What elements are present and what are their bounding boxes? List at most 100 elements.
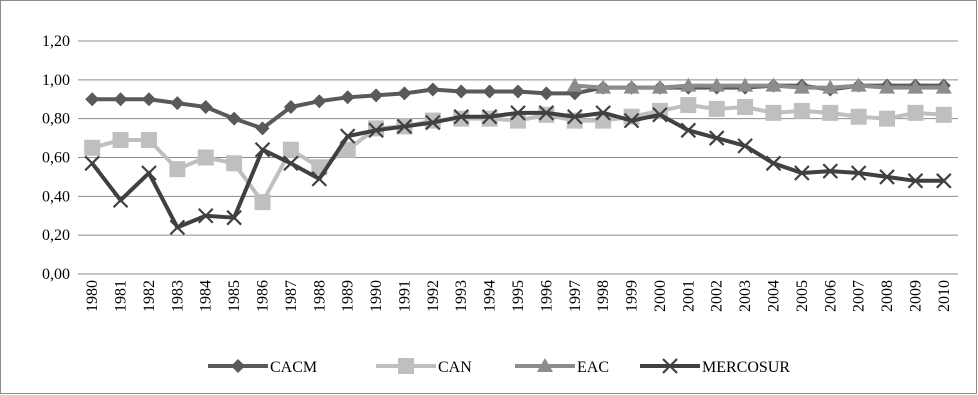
legend-marker [662,358,678,374]
x-tick-label: 1987 [283,280,300,312]
data-point [339,128,356,144]
data-point [255,121,270,136]
x-axis-ticks: 1980 1981 1982 1983 1984 1985 1986 1987 1988 1989… [84,280,953,312]
data-point [879,110,896,127]
data-point [453,108,470,125]
data-point [850,108,867,125]
x-tick-label: 1984 [198,280,215,312]
data-point [936,173,952,189]
data-point [312,94,327,109]
data-point [595,105,611,121]
data-point [822,163,839,179]
data-point [141,92,156,107]
data-point [340,90,355,105]
legend-marker [231,359,245,373]
y-tick-label: 1,20 [42,33,70,50]
legend-marker [398,358,414,374]
x-tick-label: 1982 [141,280,158,312]
legend-label: CACM [270,359,317,376]
data-point [680,97,697,114]
data-point [737,77,754,92]
legend-item-can: CAN [376,358,472,376]
y-tick-label: 0,20 [42,227,70,244]
data-point [84,155,100,172]
x-tick-label: 1989 [340,280,357,312]
data-point [169,161,186,178]
data-point [170,96,185,111]
series-mercosur [84,105,952,236]
data-point [283,100,298,115]
x-tick-label: 2009 [907,280,924,312]
data-point [595,79,612,94]
data-point [369,88,384,103]
data-point [226,209,242,226]
data-point [793,102,810,119]
data-point [425,114,441,131]
series-lines [84,77,952,236]
data-point [680,122,697,139]
x-tick-label: 1981 [113,280,130,312]
y-axis-ticks: 0,00 0,20 0,40 0,60 0,80 1,00 1,20 [42,33,70,283]
data-point [765,104,782,121]
x-tick-label: 1990 [368,280,385,312]
data-point [311,171,328,187]
data-point [538,105,555,121]
legend-item-eac: EAC [515,358,609,376]
x-tick-label: 1983 [169,280,186,312]
legend-label: MERCOSUR [702,359,790,376]
data-point [879,169,895,185]
data-point [737,138,753,154]
y-tick-label: 1,00 [42,72,70,89]
data-point [708,77,725,92]
data-point [454,84,469,99]
x-tick-label: 2010 [936,280,953,312]
data-point [511,84,525,99]
data-point [197,207,214,224]
data-point [198,100,213,115]
x-tick-label: 1996 [538,280,555,312]
data-point [85,92,100,107]
data-point [680,77,697,92]
data-point [169,219,186,236]
legend-marker [537,358,553,372]
data-point [254,194,271,211]
data-point [397,86,412,101]
x-tick-label: 1988 [311,280,328,312]
data-point [112,192,129,208]
legend-item-cacm: CACM [208,359,317,376]
data-point [84,139,101,156]
data-point [481,108,498,125]
data-point [907,79,924,94]
x-tick-label: 1980 [84,280,101,312]
data-point [254,141,271,158]
series-line [90,110,944,230]
x-tick-label: 2000 [652,280,669,312]
data-point [197,149,214,166]
data-point [794,165,810,181]
data-point [425,82,440,97]
x-tick-label: 2002 [709,280,726,312]
data-point [850,165,867,181]
x-tick-label: 1985 [226,280,243,312]
x-tick-label: 1997 [567,280,584,312]
y-tick-label: 0,40 [42,188,70,205]
y-tick-label: 0,60 [42,150,70,167]
x-tick-label: 1998 [595,280,612,312]
x-tick-label: 2007 [851,280,868,312]
x-tick-label: 2001 [680,280,697,312]
y-tick-label: 0,00 [42,266,70,283]
data-point [907,173,924,189]
data-point [539,86,554,101]
legend-label: CAN [438,359,472,376]
x-tick-label: 1994 [482,280,499,312]
data-point [141,165,157,181]
legend: CACM CAN EAC MERCOSUR [208,358,790,376]
data-point [822,79,839,94]
data-point [112,132,129,149]
x-tick-label: 2008 [879,280,896,312]
data-point [510,105,526,121]
data-point [368,122,384,139]
series-eac [566,77,952,94]
legend-label: EAC [577,359,609,376]
x-tick-label: 1995 [510,280,527,312]
